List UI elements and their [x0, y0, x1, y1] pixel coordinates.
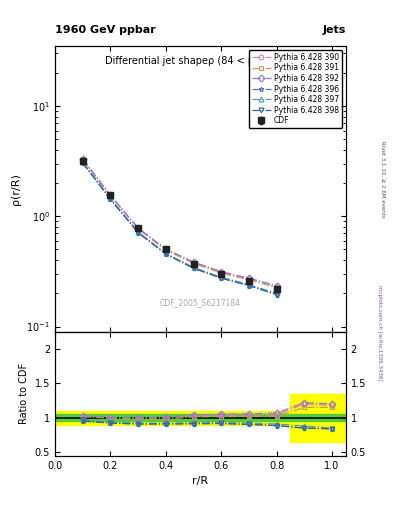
- Pythia 6.428 391: [163, 247, 168, 253]
- Pythia 6.428 396: [136, 229, 140, 236]
- Pythia 6.428 391: [219, 270, 224, 276]
- Pythia 6.428 396: [80, 160, 85, 166]
- Line: Pythia 6.428 392: Pythia 6.428 392: [80, 157, 279, 288]
- Pythia 6.428 392: [108, 192, 113, 198]
- Line: Pythia 6.428 397: Pythia 6.428 397: [80, 160, 279, 296]
- Pythia 6.428 397: [274, 290, 279, 296]
- Pythia 6.428 396: [246, 283, 251, 289]
- Pythia 6.428 398: [108, 196, 113, 202]
- Y-axis label: Ratio to CDF: Ratio to CDF: [19, 363, 29, 424]
- Line: Pythia 6.428 390: Pythia 6.428 390: [80, 157, 279, 289]
- Pythia 6.428 398: [163, 251, 168, 257]
- Pythia 6.428 391: [274, 285, 279, 291]
- Pythia 6.428 392: [191, 259, 196, 265]
- Pythia 6.428 397: [163, 250, 168, 257]
- Pythia 6.428 391: [191, 260, 196, 266]
- Pythia 6.428 398: [80, 160, 85, 166]
- Pythia 6.428 398: [191, 265, 196, 271]
- Line: Pythia 6.428 396: Pythia 6.428 396: [80, 160, 279, 297]
- Pythia 6.428 390: [274, 284, 279, 290]
- Pythia 6.428 396: [163, 251, 168, 257]
- Pythia 6.428 398: [246, 283, 251, 289]
- Text: Differential jet shapeρ (84 < p_T < 97): Differential jet shapeρ (84 < p_T < 97): [105, 55, 296, 66]
- Pythia 6.428 391: [246, 277, 251, 283]
- Pythia 6.428 397: [136, 229, 140, 235]
- X-axis label: r/R: r/R: [192, 476, 209, 486]
- Legend: Pythia 6.428 390, Pythia 6.428 391, Pythia 6.428 392, Pythia 6.428 396, Pythia 6: Pythia 6.428 390, Pythia 6.428 391, Pyth…: [249, 50, 342, 128]
- Pythia 6.428 390: [163, 246, 168, 252]
- Pythia 6.428 390: [136, 225, 140, 231]
- Pythia 6.428 396: [108, 196, 113, 202]
- Pythia 6.428 397: [219, 274, 224, 280]
- Pythia 6.428 397: [80, 159, 85, 165]
- Pythia 6.428 398: [219, 275, 224, 281]
- Pythia 6.428 397: [246, 282, 251, 288]
- Pythia 6.428 392: [219, 268, 224, 274]
- Pythia 6.428 392: [163, 246, 168, 252]
- Pythia 6.428 390: [246, 276, 251, 282]
- Pythia 6.428 390: [108, 192, 113, 198]
- Pythia 6.428 396: [191, 265, 196, 271]
- Pythia 6.428 390: [191, 260, 196, 266]
- Text: Rivet 3.1.10, ≥ 2.6M events: Rivet 3.1.10, ≥ 2.6M events: [381, 141, 386, 218]
- Y-axis label: ρ(r/R): ρ(r/R): [11, 173, 21, 205]
- Text: Jets: Jets: [323, 25, 346, 35]
- Text: CDF_2005_S6217184: CDF_2005_S6217184: [160, 298, 241, 308]
- Pythia 6.428 397: [108, 196, 113, 202]
- Text: mcplots.cern.ch [arXiv:1306.3436]: mcplots.cern.ch [arXiv:1306.3436]: [377, 285, 382, 380]
- Pythia 6.428 398: [136, 229, 140, 236]
- Pythia 6.428 391: [136, 226, 140, 232]
- Pythia 6.428 390: [80, 156, 85, 162]
- Pythia 6.428 391: [80, 157, 85, 163]
- Pythia 6.428 396: [274, 291, 279, 297]
- Pythia 6.428 397: [191, 264, 196, 270]
- Pythia 6.428 392: [246, 275, 251, 281]
- Pythia 6.428 396: [219, 275, 224, 281]
- Pythia 6.428 392: [274, 283, 279, 289]
- Pythia 6.428 390: [219, 269, 224, 275]
- Line: Pythia 6.428 398: Pythia 6.428 398: [80, 160, 279, 297]
- Line: Pythia 6.428 391: Pythia 6.428 391: [80, 157, 279, 290]
- Pythia 6.428 398: [274, 291, 279, 297]
- Pythia 6.428 391: [108, 193, 113, 199]
- Text: 1960 GeV ppbar: 1960 GeV ppbar: [55, 25, 156, 35]
- Pythia 6.428 392: [80, 156, 85, 162]
- Pythia 6.428 392: [136, 225, 140, 231]
